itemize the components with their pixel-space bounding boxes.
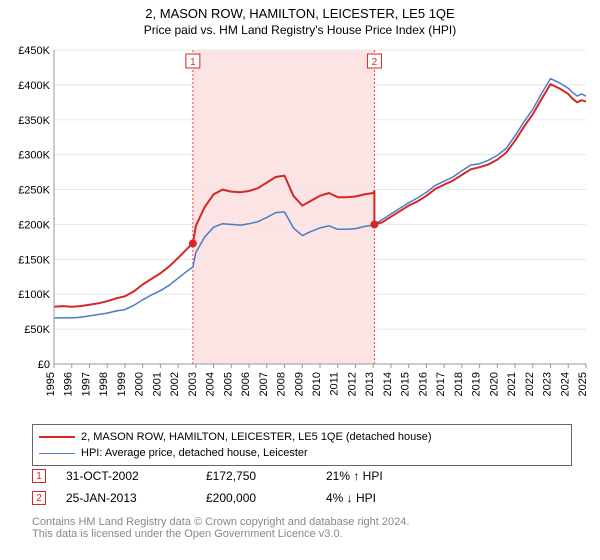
legend-swatch-hpi (39, 453, 75, 454)
sale-price: £200,000 (206, 491, 326, 505)
svg-text:1995: 1995 (45, 372, 57, 396)
legend-row-hpi: HPI: Average price, detached house, Leic… (39, 445, 565, 461)
svg-text:1: 1 (190, 57, 196, 68)
svg-text:2001: 2001 (151, 372, 163, 396)
chart-svg: £0 £50K £100K £150K £200K £250K £300K £350K £400… (8, 46, 592, 416)
sale-price: £172,750 (206, 469, 326, 483)
svg-text:2011: 2011 (329, 372, 341, 396)
svg-text:£450K: £450K (18, 46, 50, 57)
svg-text:2002: 2002 (169, 372, 181, 396)
svg-text:2004: 2004 (205, 372, 217, 396)
legend-label-price: 2, MASON ROW, HAMILTON, LEICESTER, LE5 1… (81, 431, 432, 443)
svg-text:2020: 2020 (488, 372, 500, 396)
svg-text:2024: 2024 (559, 372, 571, 396)
svg-text:1997: 1997 (80, 372, 92, 396)
svg-text:2010: 2010 (311, 372, 323, 396)
chart-plot: £0 £50K £100K £150K £200K £250K £300K £350K £400… (8, 46, 592, 416)
svg-text:2: 2 (372, 57, 378, 68)
chart-container: { "title": "2, MASON ROW, HAMILTON, LEIC… (0, 0, 600, 560)
svg-text:£200K: £200K (18, 219, 50, 231)
svg-text:2007: 2007 (258, 372, 270, 396)
svg-text:2016: 2016 (417, 372, 429, 396)
chart-subtitle: Price paid vs. HM Land Registry's House … (0, 21, 600, 37)
svg-text:1998: 1998 (98, 372, 110, 396)
svg-text:2008: 2008 (276, 372, 288, 396)
sale-marker-2: 2 (32, 491, 46, 505)
sale-marker-1: 1 (32, 469, 46, 483)
legend: 2, MASON ROW, HAMILTON, LEICESTER, LE5 1… (32, 424, 572, 466)
legend-row-price: 2, MASON ROW, HAMILTON, LEICESTER, LE5 1… (39, 429, 565, 445)
svg-text:2005: 2005 (222, 372, 234, 396)
sale-delta: 21% ↑ HPI (326, 469, 446, 483)
footnote-line: This data is licensed under the Open Gov… (32, 528, 572, 540)
svg-text:2021: 2021 (506, 372, 518, 396)
svg-text:2014: 2014 (382, 372, 394, 396)
svg-text:£0: £0 (38, 359, 50, 371)
svg-text:2018: 2018 (453, 372, 465, 396)
svg-text:£250K: £250K (18, 185, 50, 197)
legend-label-hpi: HPI: Average price, detached house, Leic… (81, 447, 308, 459)
sales-list: 1 31-OCT-2002 £172,750 21% ↑ HPI 2 25-JA… (32, 466, 572, 510)
svg-text:1999: 1999 (116, 372, 128, 396)
sale-row: 2 25-JAN-2013 £200,000 4% ↓ HPI (32, 488, 572, 508)
svg-text:2006: 2006 (240, 372, 252, 396)
svg-text:2022: 2022 (524, 372, 536, 396)
svg-text:£400K: £400K (18, 80, 50, 92)
svg-text:2013: 2013 (364, 372, 376, 396)
svg-text:£150K: £150K (18, 254, 50, 266)
sale-date: 25-JAN-2013 (66, 491, 206, 505)
svg-text:2012: 2012 (346, 372, 358, 396)
svg-text:£50K: £50K (24, 324, 50, 336)
svg-text:1996: 1996 (63, 372, 75, 396)
svg-text:2025: 2025 (577, 372, 589, 396)
svg-text:2003: 2003 (187, 372, 199, 396)
svg-text:2009: 2009 (293, 372, 305, 396)
footnote: Contains HM Land Registry data © Crown c… (32, 516, 572, 540)
svg-text:£100K: £100K (18, 289, 50, 301)
sale-delta: 4% ↓ HPI (326, 491, 446, 505)
svg-text:2017: 2017 (435, 372, 447, 396)
svg-text:2000: 2000 (134, 372, 146, 396)
sale-date: 31-OCT-2002 (66, 469, 206, 483)
legend-swatch-price (39, 436, 75, 438)
sale-row: 1 31-OCT-2002 £172,750 21% ↑ HPI (32, 466, 572, 486)
chart-title: 2, MASON ROW, HAMILTON, LEICESTER, LE5 1… (0, 0, 600, 21)
svg-text:£350K: £350K (18, 115, 50, 127)
svg-text:£300K: £300K (18, 150, 50, 162)
svg-text:2023: 2023 (542, 372, 554, 396)
footnote-line: Contains HM Land Registry data © Crown c… (32, 516, 572, 528)
svg-text:2015: 2015 (400, 372, 412, 396)
svg-text:2019: 2019 (471, 372, 483, 396)
